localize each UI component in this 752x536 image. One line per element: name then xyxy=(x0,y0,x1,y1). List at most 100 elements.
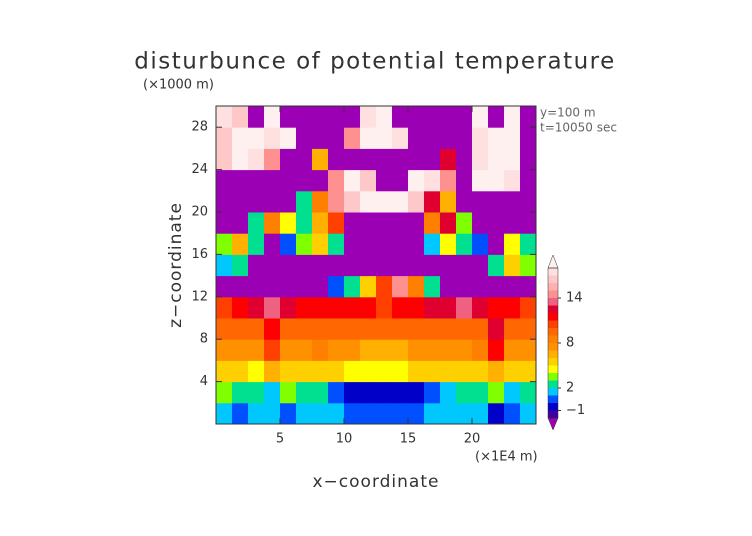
cell xyxy=(376,127,393,149)
cell xyxy=(456,296,473,319)
colorbar-band xyxy=(548,298,558,306)
cell xyxy=(328,127,345,149)
cell xyxy=(360,106,377,128)
cell xyxy=(376,212,393,234)
cell xyxy=(264,169,281,192)
colorbar-band xyxy=(548,373,558,381)
cell xyxy=(424,169,441,192)
cell xyxy=(440,212,457,234)
axes: 5 10 15 20 4 8 12 16 20 24 28 xyxy=(191,105,537,447)
cell xyxy=(376,296,393,319)
colorbar-label: −1 xyxy=(566,403,585,418)
cell xyxy=(440,190,457,213)
cell xyxy=(520,127,537,149)
cell xyxy=(328,402,345,425)
cell xyxy=(520,318,537,340)
cell xyxy=(296,190,313,213)
cell xyxy=(312,318,329,340)
cell xyxy=(312,275,329,298)
cell xyxy=(456,318,473,340)
cell xyxy=(312,360,329,383)
y-tick-label: 28 xyxy=(191,120,208,135)
cell xyxy=(472,190,489,213)
cell xyxy=(216,402,233,425)
cell xyxy=(296,212,313,234)
cell xyxy=(232,402,249,425)
cell xyxy=(248,318,265,340)
cell xyxy=(376,169,393,192)
cell xyxy=(328,339,345,361)
colorbar-band xyxy=(548,388,558,396)
cell xyxy=(520,233,537,255)
cell xyxy=(408,233,425,255)
cell xyxy=(312,148,329,171)
cell xyxy=(488,127,505,149)
cell xyxy=(424,381,441,404)
cell xyxy=(424,360,441,383)
cell xyxy=(376,339,393,361)
cell xyxy=(504,296,521,319)
cell xyxy=(392,212,409,234)
cell xyxy=(392,233,409,255)
cell xyxy=(328,190,345,213)
cell xyxy=(264,127,281,149)
cell xyxy=(360,339,377,361)
cell xyxy=(264,254,281,277)
cell xyxy=(312,233,329,255)
cell xyxy=(392,190,409,213)
cell xyxy=(232,360,249,383)
cell xyxy=(280,381,297,404)
cell xyxy=(440,318,457,340)
cell xyxy=(456,169,473,192)
cell xyxy=(488,169,505,192)
cell xyxy=(504,402,521,425)
cell xyxy=(232,127,249,149)
cell xyxy=(312,254,329,277)
annotation: y=100 m xyxy=(540,106,596,120)
cell xyxy=(424,339,441,361)
cell xyxy=(232,339,249,361)
cell xyxy=(280,212,297,234)
cell xyxy=(264,190,281,213)
y-tick-label: 12 xyxy=(191,289,208,304)
cell xyxy=(280,339,297,361)
cell xyxy=(376,360,393,383)
cell xyxy=(296,402,313,425)
cell xyxy=(472,233,489,255)
cell xyxy=(392,318,409,340)
cell xyxy=(328,360,345,383)
cell xyxy=(280,169,297,192)
x-unit: (×1E4 m) xyxy=(475,450,538,465)
cell xyxy=(360,148,377,171)
cell xyxy=(408,106,425,128)
cell xyxy=(216,275,233,298)
cell xyxy=(472,148,489,171)
cell xyxy=(488,360,505,383)
cell xyxy=(520,106,537,128)
cell xyxy=(248,233,265,255)
cell xyxy=(456,212,473,234)
cell xyxy=(344,212,361,234)
cell xyxy=(504,212,521,234)
cell xyxy=(392,148,409,171)
cell xyxy=(424,318,441,340)
cell xyxy=(488,339,505,361)
cell xyxy=(424,275,441,298)
cell xyxy=(424,190,441,213)
cell xyxy=(232,106,249,128)
cell xyxy=(472,318,489,340)
cell xyxy=(376,275,393,298)
cell xyxy=(344,339,361,361)
cell xyxy=(440,106,457,128)
cell xyxy=(280,296,297,319)
cell xyxy=(520,296,537,319)
cell xyxy=(376,381,393,404)
cell xyxy=(328,169,345,192)
x-axis-label: x−coordinate xyxy=(313,472,440,492)
cell xyxy=(424,254,441,277)
cell xyxy=(232,318,249,340)
colorbar-band xyxy=(548,313,558,321)
cell xyxy=(408,402,425,425)
cell xyxy=(312,339,329,361)
cell xyxy=(312,402,329,425)
